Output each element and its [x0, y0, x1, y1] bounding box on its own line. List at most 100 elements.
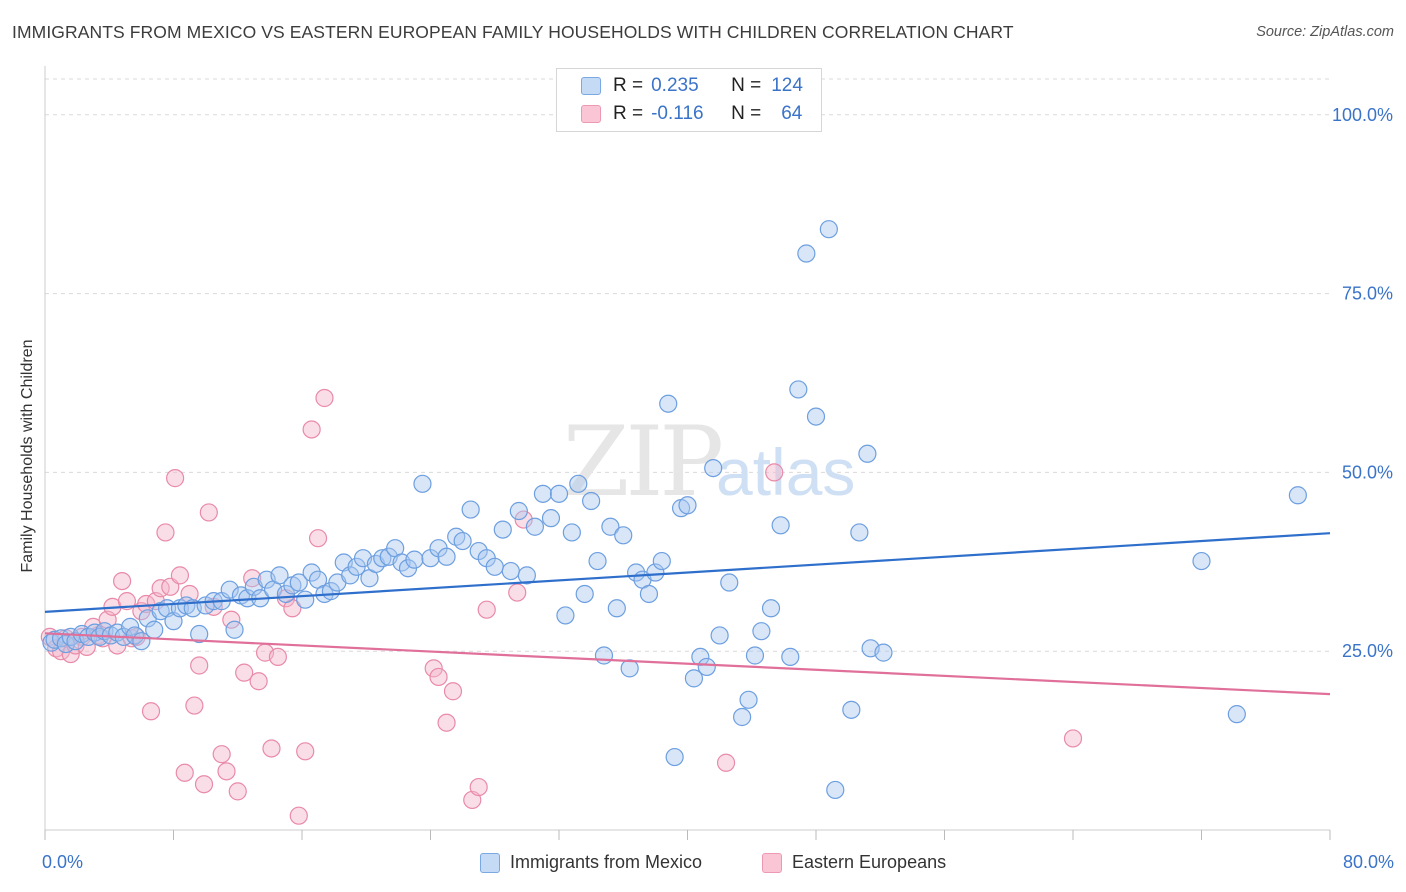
data-point	[594, 646, 614, 665]
data-point	[607, 599, 626, 618]
data-point	[228, 782, 247, 801]
data-point	[639, 584, 659, 604]
legend-n-value: 124	[771, 75, 803, 96]
legend-r-label: R =	[613, 103, 644, 124]
chart-title: IMMIGRANTS FROM MEXICO VS EASTERN EUROPE…	[12, 22, 1014, 42]
data-point	[493, 520, 512, 539]
legend-item-eastern: Eastern Europeans	[762, 852, 946, 873]
data-point	[437, 713, 456, 732]
watermark: ZIP atlas	[563, 406, 856, 518]
data-point	[826, 780, 845, 800]
data-point	[501, 561, 520, 581]
data-point	[874, 643, 893, 662]
data-point	[614, 526, 633, 545]
data-point	[850, 523, 869, 542]
data-point	[453, 531, 472, 551]
data-point	[112, 571, 132, 591]
legend-swatch-mexico	[480, 852, 500, 873]
data-point	[151, 579, 170, 598]
data-point	[620, 659, 639, 678]
data-point	[289, 573, 308, 592]
data-point	[199, 503, 218, 522]
data-point	[437, 547, 456, 566]
series-legend: Immigrants from Mexico Eastern Europeans	[0, 852, 1406, 878]
data-point	[556, 606, 575, 625]
data-point	[117, 592, 137, 611]
data-point	[525, 517, 545, 536]
data-point	[429, 667, 448, 687]
trend-line-mexico	[44, 532, 1331, 613]
watermark-atlas: atlas	[716, 435, 855, 509]
data-point	[1192, 551, 1211, 571]
data-point	[485, 557, 504, 576]
data-point	[424, 659, 443, 678]
legend-swatch-blue	[581, 77, 601, 95]
data-point	[752, 622, 771, 641]
data-point	[268, 647, 288, 667]
axes	[44, 66, 1331, 840]
data-point	[781, 647, 800, 667]
data-point	[373, 549, 392, 568]
data-point	[514, 510, 533, 529]
x-tick-label-min: 0.0%	[42, 852, 84, 872]
data-point	[461, 500, 480, 519]
data-point	[477, 600, 496, 619]
data-point	[190, 624, 209, 644]
y-tick-label: 100.0%	[1332, 105, 1393, 125]
legend-label-eastern: Eastern Europeans	[792, 852, 947, 872]
legend-n-label: N =	[731, 103, 762, 124]
data-point	[222, 610, 241, 629]
data-point	[684, 669, 704, 688]
data-point	[716, 753, 736, 772]
data-point	[806, 407, 826, 426]
data-point	[646, 563, 665, 582]
trend-line-eastern	[44, 632, 1331, 696]
data-point	[697, 657, 716, 677]
data-point	[797, 244, 816, 263]
y-tick-label: 25.0%	[1342, 641, 1393, 661]
source-credit: Source: ZipAtlas.com	[1256, 24, 1394, 40]
data-point	[145, 620, 164, 639]
legend-r-label: R =	[613, 75, 644, 96]
data-point	[508, 583, 527, 602]
data-point	[562, 523, 581, 542]
data-point	[733, 707, 752, 727]
trend-lines	[44, 532, 1331, 696]
data-point	[1063, 729, 1083, 748]
data-point	[858, 444, 877, 463]
legend-swatch-eastern	[762, 852, 782, 873]
watermark-zip: ZIP	[563, 406, 722, 518]
legend-item-mexico: Immigrants from Mexico	[480, 852, 702, 873]
legend-n-value: 64	[781, 103, 803, 124]
data-point	[517, 566, 536, 585]
data-point	[302, 420, 321, 439]
data-point	[262, 739, 281, 758]
series-immigrants-from-mexico	[42, 220, 1307, 800]
legend-row-mexico: R = 0.235 N = 124	[581, 73, 803, 99]
data-point	[745, 646, 765, 665]
data-point	[302, 563, 321, 582]
data-point	[270, 566, 289, 585]
data-point	[509, 501, 528, 521]
data-point	[588, 551, 607, 571]
data-point	[541, 509, 561, 528]
data-point	[678, 496, 697, 515]
data-point	[739, 690, 758, 709]
data-point	[141, 702, 161, 721]
data-point	[225, 620, 244, 639]
data-point	[771, 516, 790, 535]
data-point	[190, 656, 209, 675]
data-point	[217, 762, 236, 781]
data-point	[220, 580, 239, 599]
data-point	[170, 566, 190, 585]
y-tick-label: 75.0%	[1342, 284, 1393, 304]
data-point	[765, 463, 784, 482]
data-point	[413, 474, 432, 493]
grid-lines	[45, 78, 1330, 652]
legend-swatch-pink	[581, 105, 601, 123]
data-point	[405, 550, 424, 569]
data-point	[575, 584, 594, 604]
data-point	[443, 682, 463, 701]
data-point	[308, 529, 328, 548]
data-point	[789, 380, 808, 399]
